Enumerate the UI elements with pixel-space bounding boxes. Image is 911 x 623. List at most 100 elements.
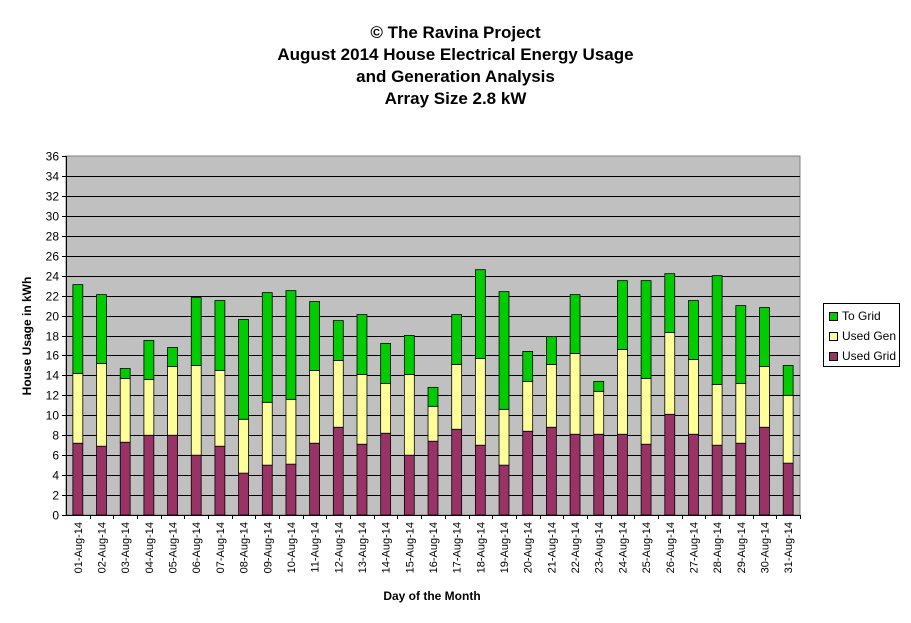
bar-segment-used-grid — [498, 464, 510, 516]
bar-segment-to-grid — [664, 273, 676, 333]
bar-segment-to-grid — [167, 347, 178, 367]
bar-segment-to-grid — [119, 368, 131, 379]
bar-segment-to-grid — [522, 351, 534, 382]
bar-segment-used-gen — [119, 377, 131, 443]
bar-segment-used-gen — [309, 369, 320, 444]
bar-segment-used-grid — [688, 433, 699, 516]
title-line-4: Array Size 2.8 kW — [384, 89, 527, 108]
bar-segment-used-grid — [285, 463, 297, 516]
bar-segment-used-gen — [167, 366, 178, 436]
bar-segment-used-gen — [664, 332, 676, 415]
title-line-1: © The Ravina Project — [370, 23, 541, 42]
axes — [62, 156, 801, 519]
x-tick-label: 28-Aug-14 — [712, 522, 724, 573]
bar-segment-to-grid — [711, 275, 723, 385]
bar-segment-used-grid — [190, 454, 202, 516]
bar-segment-used-gen — [356, 373, 368, 445]
bar-segment-to-grid — [498, 291, 510, 410]
x-tick-label: 24-Aug-14 — [617, 522, 629, 573]
x-tick-label: 03-Aug-14 — [120, 522, 132, 573]
x-tick-label: 21-Aug-14 — [546, 522, 558, 573]
bar-segment-used-grid — [782, 462, 794, 516]
bar-segment-used-grid — [569, 433, 581, 516]
bar-segment-used-grid — [759, 426, 770, 516]
bar-segment-used-grid — [617, 433, 628, 516]
legend-label-used-grid: Used Grid — [842, 349, 897, 363]
bar-segment-used-grid — [96, 445, 107, 516]
x-axis-label: Day of the Month — [383, 589, 480, 603]
bar-segment-used-gen — [640, 377, 652, 445]
bar-segment-used-gen — [214, 369, 226, 447]
y-tick-label: 20 — [46, 310, 60, 324]
bar-segment-used-grid — [167, 434, 178, 516]
bar-segment-to-grid — [190, 297, 202, 366]
y-tick-label: 32 — [46, 190, 60, 204]
x-tick-label: 22-Aug-14 — [570, 522, 582, 573]
y-tick-label: 22 — [46, 290, 60, 304]
legend-item-used-gen: Used Gen — [829, 328, 896, 344]
bar-segment-used-gen — [427, 405, 439, 442]
bar-segment-used-grid — [664, 413, 676, 516]
x-tick-label: 02-Aug-14 — [97, 522, 109, 573]
legend: To Grid Used Gen Used Grid — [823, 303, 900, 367]
y-tick-label: 34 — [46, 170, 60, 184]
bar-segment-used-grid — [735, 442, 747, 516]
bar-segment-to-grid — [617, 280, 628, 350]
bar-segment-used-grid — [593, 433, 605, 516]
bar-segment-to-grid — [593, 380, 605, 392]
bar-segment-used-gen — [569, 353, 581, 435]
y-axis-label: House Usage in kWh — [20, 277, 34, 396]
bar-segment-used-gen — [285, 398, 297, 465]
bar-segment-to-grid — [546, 336, 557, 365]
bar-segment-used-gen — [782, 394, 794, 464]
x-tick-label: 23-Aug-14 — [594, 522, 606, 573]
y-tick-label: 8 — [52, 429, 59, 443]
bar-segment-used-gen — [522, 380, 534, 432]
bar-segment-used-gen — [474, 358, 486, 446]
bar-segment-used-grid — [119, 441, 131, 516]
bar-segment-to-grid — [688, 300, 699, 360]
x-tick-label: 11-Aug-14 — [310, 522, 322, 573]
bar-segment-to-grid — [356, 314, 368, 375]
bar-segment-used-gen — [238, 418, 249, 474]
bar-segment-used-grid — [238, 472, 249, 516]
y-tick-label: 0 — [52, 509, 59, 523]
bar-segment-used-gen — [735, 382, 747, 444]
bar-segment-to-grid — [782, 365, 794, 396]
legend-swatch-used-grid — [829, 351, 838, 361]
bar-segment-to-grid — [427, 386, 439, 407]
x-tick-label: 08-Aug-14 — [239, 522, 251, 573]
bar-segment-used-gen — [498, 408, 510, 466]
x-tick-label: 10-Aug-14 — [286, 522, 298, 573]
y-tick-label: 14 — [46, 369, 60, 383]
y-tick-label: 4 — [52, 469, 59, 483]
title-line-3: and Generation Analysis — [356, 67, 555, 86]
bar-segment-used-grid — [356, 443, 368, 516]
legend-item-to-grid: To Grid — [829, 308, 881, 324]
bar-segment-used-grid — [332, 426, 344, 516]
bar-segment-used-grid — [427, 440, 439, 516]
bar-segment-to-grid — [735, 305, 747, 384]
y-tick-label: 30 — [46, 210, 60, 224]
x-tick-label: 12-Aug-14 — [333, 522, 345, 573]
bar-segment-used-gen — [96, 363, 107, 447]
y-tick-label: 6 — [52, 449, 59, 463]
bar-segment-used-gen — [72, 372, 84, 444]
bar-segment-used-gen — [380, 382, 392, 434]
bar-segment-used-grid — [143, 434, 155, 516]
y-tick-label: 16 — [46, 349, 60, 363]
bar-segment-used-grid — [522, 430, 534, 516]
bar-segment-used-gen — [451, 364, 463, 430]
legend-swatch-used-gen — [829, 331, 838, 341]
bar-segment-to-grid — [309, 301, 320, 371]
y-tick-label: 36 — [46, 150, 60, 164]
x-tick-labels: 01-Aug-14 02-Aug-14 03-Aug-14 04-Aug-14 05-A… — [73, 522, 795, 573]
x-tick-label: 01-Aug-14 — [73, 522, 85, 573]
bar-segment-used-gen — [190, 365, 202, 456]
bar-segment-to-grid — [451, 314, 463, 365]
y-tick-label: 2 — [52, 489, 59, 503]
bar-segment-used-gen — [711, 383, 723, 446]
x-tick-label: 17-Aug-14 — [452, 522, 464, 573]
x-tick-label: 14-Aug-14 — [381, 522, 393, 573]
